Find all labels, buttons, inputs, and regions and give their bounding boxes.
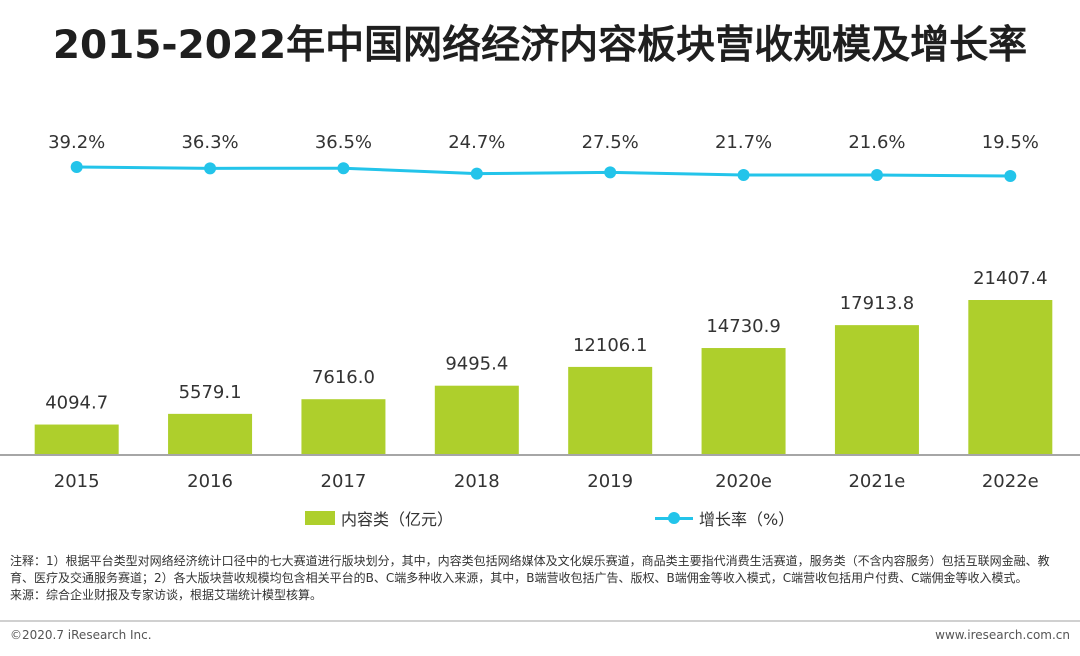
x-tick-label-2015: 2015 <box>54 471 100 492</box>
source-text: 来源：综合企业财报及专家访谈，根据艾瑞统计模型核算。 <box>10 588 323 602</box>
bar-2019 <box>568 366 653 454</box>
bar-2021e <box>834 325 919 454</box>
legend-item-line: 增长率（%） <box>655 504 794 532</box>
website-link[interactable]: www.iresearch.com.cn <box>935 628 1070 642</box>
x-tick-label-2018: 2018 <box>454 471 500 492</box>
growth-rate-line <box>76 165 1011 178</box>
bar-2017 <box>301 399 386 454</box>
bar-2018 <box>434 385 519 454</box>
legend-bar-swatch <box>305 511 335 525</box>
growth-point-2020e <box>737 168 750 181</box>
growth-label-2016: 36.3% <box>181 132 238 153</box>
x-tick-label-2017: 2017 <box>321 471 367 492</box>
chart-title: 2015-2022年中国网络经济内容板块营收规模及增长率 <box>52 23 1028 68</box>
growth-label-2019: 27.5% <box>582 132 639 153</box>
x-tick-label-2020e: 2020e <box>715 471 772 492</box>
legend-item-bar: 内容类（亿元） <box>305 504 453 532</box>
x-tick-label-2022e: 2022e <box>982 471 1039 492</box>
footnote-text: 注释：1）根据平台类型对网络经济统计口径中的七大赛道进行版块划分，其中，内容类包… <box>10 554 1050 585</box>
growth-label-2020e: 21.7% <box>715 132 772 153</box>
growth-point-2017 <box>337 162 350 175</box>
growth-label-2018: 24.7% <box>448 132 505 153</box>
legend: 内容类（亿元） 增长率（%） <box>0 504 1080 532</box>
bar-2020e <box>701 348 786 454</box>
bar-label-2015: 4094.7 <box>45 393 108 414</box>
bar-2015 <box>34 424 119 454</box>
bar-label-2022e: 21407.4 <box>973 268 1047 289</box>
growth-label-2015: 39.2% <box>48 132 105 153</box>
growth-label-2021e: 21.6% <box>848 132 905 153</box>
legend-line-swatch <box>655 511 693 525</box>
bar-2022e <box>968 300 1053 454</box>
footnote: 注释：1）根据平台类型对网络经济统计口径中的七大赛道进行版块划分，其中，内容类包… <box>10 553 1070 604</box>
bar-label-2021e: 17913.8 <box>840 293 914 314</box>
chart-area: 4094.7 2015 5579.1 2016 7616.0 2017 9495.4 2018… <box>0 132 1080 492</box>
growth-point-2018 <box>470 167 483 180</box>
growth-point-2016 <box>204 162 217 175</box>
copyright: ©2020.7 iResearch Inc. <box>10 628 152 642</box>
growth-point-2019 <box>604 166 617 179</box>
bar-label-2020e: 14730.9 <box>706 316 780 337</box>
bar-label-2018: 9495.4 <box>445 354 508 375</box>
growth-label-2022e: 19.5% <box>982 132 1039 153</box>
bar-2016 <box>168 413 253 454</box>
bar-label-2016: 5579.1 <box>179 382 242 403</box>
growth-point-2021e <box>870 169 883 182</box>
footer-divider <box>0 620 1080 622</box>
x-tick-label-2021e: 2021e <box>848 471 905 492</box>
bar-label-2017: 7616.0 <box>312 367 375 388</box>
legend-bar-label: 内容类（亿元） <box>341 510 454 529</box>
x-tick-label-2016: 2016 <box>187 471 233 492</box>
x-tick-label-2019: 2019 <box>587 471 633 492</box>
growth-point-2015 <box>70 161 83 173</box>
growth-label-2017: 36.5% <box>315 132 372 153</box>
legend-line-label: 增长率（%） <box>699 510 795 529</box>
bar-label-2019: 12106.1 <box>573 335 647 356</box>
growth-point-2022e <box>1004 170 1017 182</box>
